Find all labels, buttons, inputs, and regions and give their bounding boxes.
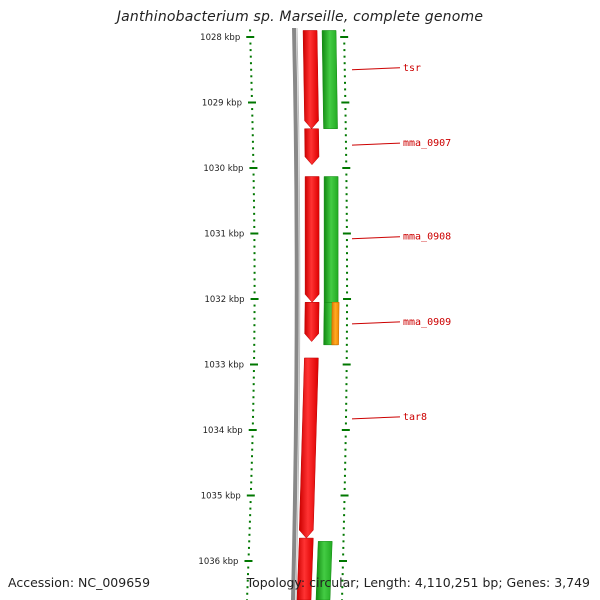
forward-gene-arrow: [304, 302, 320, 342]
forward-gene-arrow: [304, 128, 320, 166]
gene-label[interactable]: mma_0908: [403, 232, 451, 243]
tick-label: 1036 kbp: [198, 557, 238, 567]
tick-label: 1032 kbp: [204, 295, 244, 305]
backbone-arc: [291, 27, 299, 600]
tick-label: 1031 kbp: [204, 230, 244, 240]
forward-gene-arrow: [296, 537, 314, 600]
tick-labels: 1028 kbp 1029 kbp 1030 kbp 1031 kbp 1032 kbp…: [198, 33, 244, 567]
reverse-genes-track: [315, 30, 340, 600]
gene-label[interactable]: mma_0909: [403, 317, 451, 328]
gene-labels: tsr mma_0907 mma_0908 mma_0909 tar8: [351, 63, 451, 423]
forward-genes-track: [296, 30, 320, 600]
ruler-right: [338, 29, 352, 600]
tick-label: 1030 kbp: [203, 164, 243, 174]
forward-gene-arrow: [302, 30, 319, 130]
reverse-gene-bar: [315, 541, 333, 600]
ruler-left: [244, 29, 259, 600]
gene-label-leader: [351, 67, 401, 71]
tick-label: 1033 kbp: [204, 361, 244, 371]
reverse-gene-bar: [321, 30, 338, 129]
gene-label-leader: [351, 142, 401, 146]
gene-label-leader: [351, 321, 401, 325]
genome-stats-text: Topology: circular; Length: 4,110,251 bp…: [246, 575, 590, 590]
gene-label-leader: [351, 416, 401, 420]
map-title: Janthinobacterium sp. Marseille, complet…: [116, 9, 484, 25]
reverse-gene-bar: [323, 176, 339, 303]
gene-label[interactable]: mma_0907: [403, 138, 451, 149]
tick-label: 1029 kbp: [202, 99, 242, 109]
backbone-arc-shadow: [295, 27, 301, 600]
forward-gene-arrow: [304, 176, 320, 303]
forward-gene-arrow: [299, 357, 319, 539]
tick-label: 1028 kbp: [200, 33, 240, 43]
tick-label: 1034 kbp: [203, 426, 243, 436]
gene-label[interactable]: tsr: [403, 63, 421, 74]
accession-text: Accession: NC_009659: [8, 575, 151, 590]
gene-label[interactable]: tar8: [403, 412, 427, 423]
reverse-gene-bar-orange: [331, 302, 340, 346]
tick-label: 1035 kbp: [201, 492, 241, 502]
gene-label-leader: [351, 236, 401, 240]
